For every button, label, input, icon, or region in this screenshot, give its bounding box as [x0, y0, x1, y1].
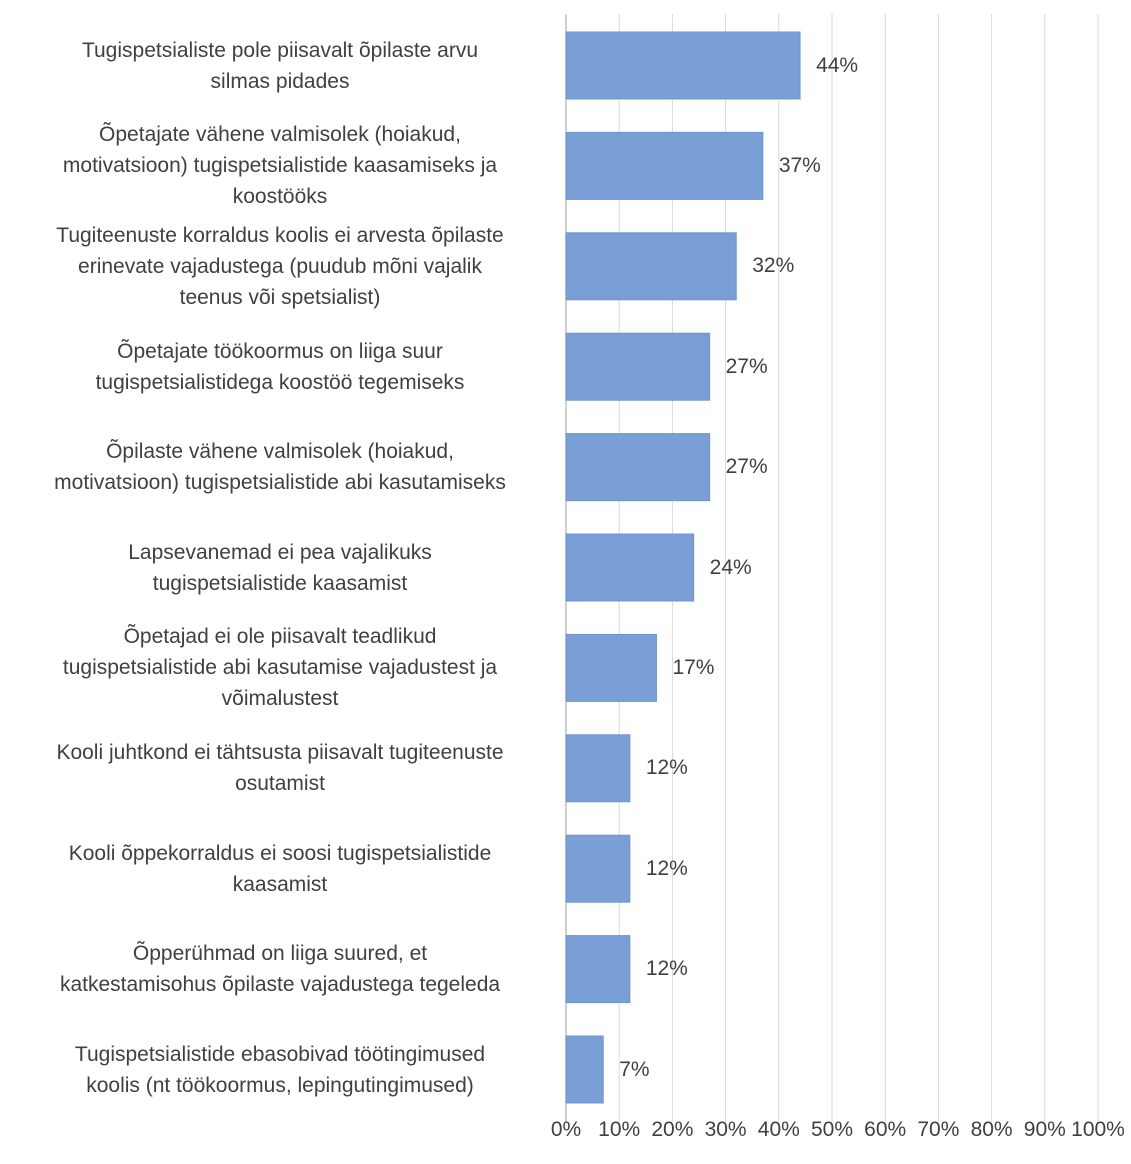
- bar: [565, 131, 764, 200]
- x-tick-label: 10%: [598, 1118, 641, 1141]
- category-label-line: Lapsevanemad ei pea vajalikuks: [128, 540, 432, 564]
- category-label: Õpetajad ei ole piisavalt teadlikud tugis…: [0, 621, 560, 714]
- category-label-line: teenus või spetsialist): [179, 285, 381, 309]
- category-label-line: Õpetajad ei ole piisavalt teadlikud: [123, 625, 437, 649]
- category-label: Õpetajate vähene valmisolek (hoiakud, mot…: [0, 119, 560, 212]
- bar: [565, 332, 711, 401]
- category-label-line: tugispetsialistidega koostöö tegemiseks: [95, 370, 465, 394]
- category-label-line: Õpetajate töökoormus on liiga suur: [117, 339, 443, 363]
- data-label: 12%: [645, 856, 688, 880]
- bar: [565, 533, 695, 602]
- x-tick-label: 80%: [970, 1118, 1013, 1141]
- data-label: 12%: [645, 756, 688, 780]
- category-label-line: tugispetsialistide abi kasutamise vajadu…: [62, 656, 498, 680]
- category-label-line: Õpperühmad on liiga suured, et: [132, 942, 428, 966]
- category-label: Tugispetsialistide ebasobivad töötingimu…: [0, 1039, 560, 1101]
- data-label: 12%: [645, 957, 688, 981]
- data-label: 17%: [672, 655, 715, 679]
- category-label-line: Õpetajate vähene valmisolek (hoiakud,: [99, 123, 461, 147]
- category-label: Kooli juhtkond ei tähtsusta piisavalt tu…: [0, 737, 560, 799]
- bar: [565, 433, 711, 502]
- bar: [565, 834, 631, 903]
- x-tick-label: 90%: [1023, 1118, 1066, 1141]
- category-label: Õpperühmad on liiga suured, et katkestami…: [0, 938, 560, 1000]
- bar: [565, 935, 631, 1004]
- x-tick-label: 40%: [757, 1118, 800, 1141]
- data-label: 44%: [816, 53, 859, 77]
- category-label-line: tugispetsialistide kaasamist: [152, 571, 408, 595]
- bar: [565, 232, 737, 301]
- data-label: 7%: [619, 1057, 650, 1081]
- data-label: 32%: [752, 254, 795, 278]
- category-label: Lapsevanemad ei pea vajalikuks tugispetsi…: [0, 537, 560, 599]
- category-label-line: osutamist: [235, 772, 325, 796]
- category-label: Kooli õppekorraldus ei soosi tugispetsia…: [0, 838, 560, 900]
- category-label: Õpetajate töökoormus on liiga suur tugisp…: [0, 336, 560, 398]
- category-label-line: erinevate vajadustega (puudub mõni vajal…: [78, 254, 482, 278]
- category-label-line: koolis (nt töökoormus, lepingutingimused…: [86, 1073, 474, 1097]
- category-label: Õpilaste vähene valmisolek (hoiakud, moti…: [0, 436, 560, 498]
- category-label-line: kaasamist: [232, 872, 328, 896]
- x-tick-label: 50%: [810, 1118, 854, 1141]
- x-tick-label: 0%: [550, 1118, 582, 1141]
- category-label-line: Kooli õppekorraldus ei soosi tugispetsia…: [68, 841, 492, 865]
- category-label-line: Kooli juhtkond ei tähtsusta piisavalt tu…: [56, 741, 504, 765]
- x-tick-label: 70%: [917, 1118, 960, 1141]
- data-label: 27%: [725, 354, 768, 378]
- x-tick-label: 100%: [1071, 1118, 1125, 1141]
- bar: [565, 734, 631, 803]
- x-tick-label: 20%: [651, 1118, 694, 1141]
- category-label-line: Tugispetsialistide ebasobivad töötingimu…: [74, 1042, 486, 1066]
- category-label: Tugispetsialiste pole piisavalt õpilaste…: [0, 35, 560, 97]
- category-label-line: silmas pidades: [210, 69, 350, 93]
- bar: [565, 633, 657, 702]
- x-tick-label: 30%: [704, 1118, 747, 1141]
- bar: [565, 31, 801, 100]
- category-label: Tugiteenuste korraldus koolis ei arvesta…: [0, 220, 560, 313]
- category-label-line: Tugiteenuste korraldus koolis ei arvesta…: [56, 223, 504, 247]
- category-label-line: võimalustest: [221, 687, 339, 711]
- data-label: 37%: [778, 153, 821, 177]
- data-label: 24%: [709, 555, 752, 579]
- category-label-line: motivatsioon) tugispetsialistide abi kas…: [54, 471, 506, 495]
- data-label: 27%: [725, 455, 768, 479]
- category-label-line: koostööks: [232, 185, 328, 209]
- category-label-line: motivatsioon) tugispetsialistide kaasami…: [62, 154, 498, 178]
- category-label-line: katkestamisohus õpilaste vajadustega teg…: [59, 973, 501, 997]
- x-tick-label: 60%: [864, 1118, 907, 1141]
- category-label-line: Tugispetsialiste pole piisavalt õpilaste…: [81, 38, 479, 62]
- bar: [565, 1035, 604, 1104]
- category-label-line: Õpilaste vähene valmisolek (hoiakud,: [106, 440, 454, 464]
